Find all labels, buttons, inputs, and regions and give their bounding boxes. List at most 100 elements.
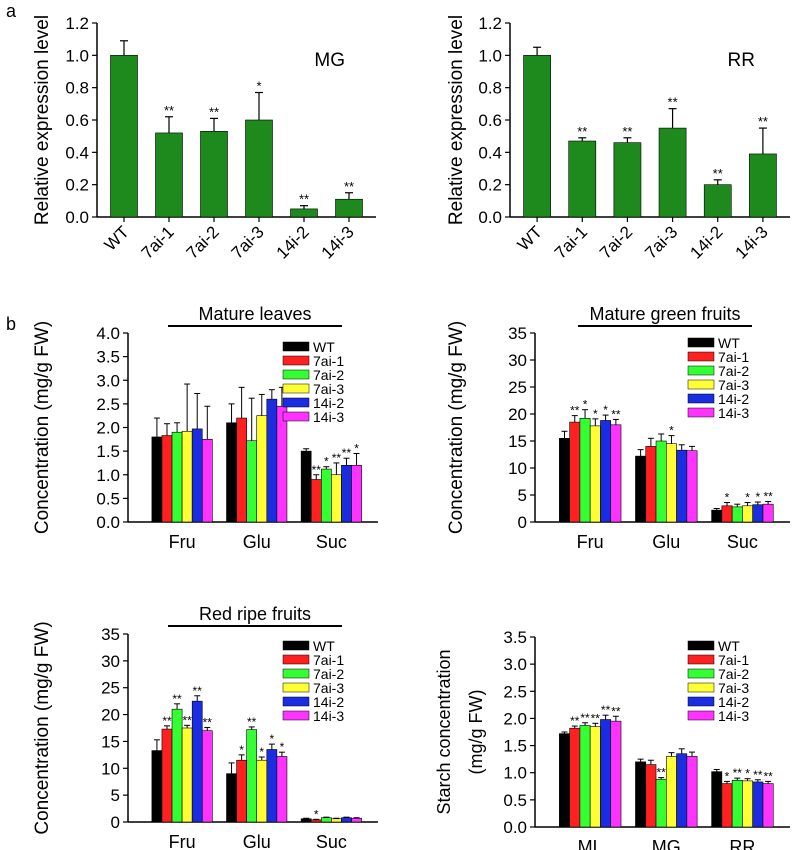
b-mg-bar [711,509,723,523]
a-mg-bar [245,119,273,218]
b-mg-legend-swatch [687,379,715,390]
b-mg-bar [569,421,581,523]
b-mg-legend-swatch [687,365,715,376]
b-rr-bar [181,727,193,823]
a-mg-x-tick-label: 7ai-2 [183,222,223,262]
b-mg-significance-mark: ** [611,407,621,421]
b-leaves-legend-swatch [282,383,310,394]
b-mg-y-tick-label: 5 [518,486,527,505]
b-starch-bar [635,761,647,828]
b-rr-title: Red ripe fruits [199,604,311,624]
b-rr-y-tick-label: 25 [101,679,120,698]
b-starch-bar [711,771,723,828]
a-mg-x-tick-label: 7ai-1 [138,222,178,262]
b-starch-bar [666,756,677,828]
b-mg-bar [610,424,622,523]
b-rr-bar [256,759,268,823]
b-rr-bar [320,817,332,823]
b-leaves-y-tick-label: 0.5 [96,489,120,508]
b-rr-legend-label: 7ai-3 [313,680,344,696]
a-rr-y-tick-label: 1.0 [478,46,502,65]
b-leaves-title: Mature leaves [198,304,311,324]
b-mg-legend-label: 14i-2 [718,391,749,407]
b-mg-y-label: Concentration (mg/g FW) [446,321,467,534]
b-starch-legend-swatch [687,654,715,665]
b-mg-significance-mark: * [583,398,588,412]
b-rr-y-tick-label: 0 [111,813,120,832]
b-leaves-bar [246,440,258,523]
b-rr-significance-mark: ** [193,684,203,698]
b-mg-bar [666,443,677,523]
b-starch-bar [752,781,764,828]
b-starch-y-tick-label: 2.5 [503,682,527,701]
b-leaves-bar [320,468,332,523]
b-leaves-y-label: Concentration (mg/g FW) [32,321,53,534]
b-rr-bar [331,818,342,823]
b-starch-legend-label: 7ai-3 [718,680,749,696]
b-starch-significance-mark: ** [591,711,601,725]
b-leaves-y-tick-label: 0.0 [96,513,120,532]
b-rr-legend-swatch [282,682,310,693]
b-mg-significance-mark: * [593,407,598,421]
b-leaves-legend-label: 14i-3 [313,409,344,425]
a-rr-y-label: Relative expression level [446,15,467,225]
b-starch-bar [762,783,774,828]
a-mg-bar [290,208,318,218]
b-rr-legend-swatch [282,696,310,707]
b-leaves-y-tick-label: 1.0 [96,466,120,485]
b-mg-y-tick-label: 25 [508,378,527,397]
b-mg-bar [686,450,698,523]
b-leaves-bar [151,436,163,523]
b-leaves-bar [310,479,322,523]
b-starch-y-tick-label: 0.5 [503,791,527,810]
b-mg-y-tick-label: 10 [508,459,527,478]
a-mg-y-label: Relative expression level [32,15,53,225]
b-starch-x-tick-label: MG [652,837,681,850]
b-rr-significance-mark: * [239,743,244,757]
b-starch-y-tick-label: 2.0 [503,709,527,728]
b-mg-bar [655,440,667,523]
a-rr-significance-mark: ** [713,166,723,181]
b-mg-y-tick-label: 0 [518,513,527,532]
b-rr-bar [226,773,237,823]
b-rr-y-tick-label: 35 [101,625,120,644]
b-starch-bar [589,726,601,828]
b-leaves-bar [191,428,203,523]
b-rr-significance-mark: ** [182,713,192,727]
b-mg-bar [676,449,688,523]
b-starch-significance-mark: ** [763,769,773,783]
b-leaves-legend-label: 7ai-2 [313,367,344,383]
b-rr-significance-mark: * [270,732,275,746]
a-rr-x-tick-label: 14i-2 [686,222,726,262]
b-mg-significance-mark: * [669,424,674,438]
b-rr-bar [201,730,213,823]
b-mg-y-tick-label: 30 [508,351,527,370]
panel-label-a: a [6,1,17,21]
b-mg-title: Mature green fruits [589,304,740,324]
b-mg-x-tick-label: Glu [652,532,680,552]
b-mg-bar [752,504,764,523]
b-starch-bar [600,719,612,828]
b-leaves-y-tick-label: 3.0 [96,371,120,390]
b-leaves-legend-swatch [282,411,310,422]
b-leaves-significance-mark: ** [312,463,322,477]
b-mg-legend-label: 7ai-2 [718,363,749,379]
b-leaves-significance-mark: ** [332,451,342,465]
a-mg-y-tick-label: 0.6 [65,111,89,130]
b-starch-significance-mark: * [745,767,750,781]
a-rr-significance-mark: ** [758,114,768,129]
b-mg-legend-label: 14i-3 [718,405,749,421]
b-mg-bar [635,455,647,523]
b-starch-significance-mark: ** [580,711,590,725]
b-mg-significance-mark: ** [763,489,773,503]
a-mg-significance-mark: * [256,79,261,94]
b-rr-legend-label: 7ai-2 [313,666,344,682]
b-mg-bar [731,506,743,523]
b-starch-bar [721,783,733,828]
b-mg-bar [589,425,601,523]
b-starch-legend-label: WT [718,638,740,654]
b-mg-significance-mark: ** [570,404,580,418]
b-leaves-legend-swatch [282,369,310,380]
b-starch-significance-mark: ** [611,704,621,718]
